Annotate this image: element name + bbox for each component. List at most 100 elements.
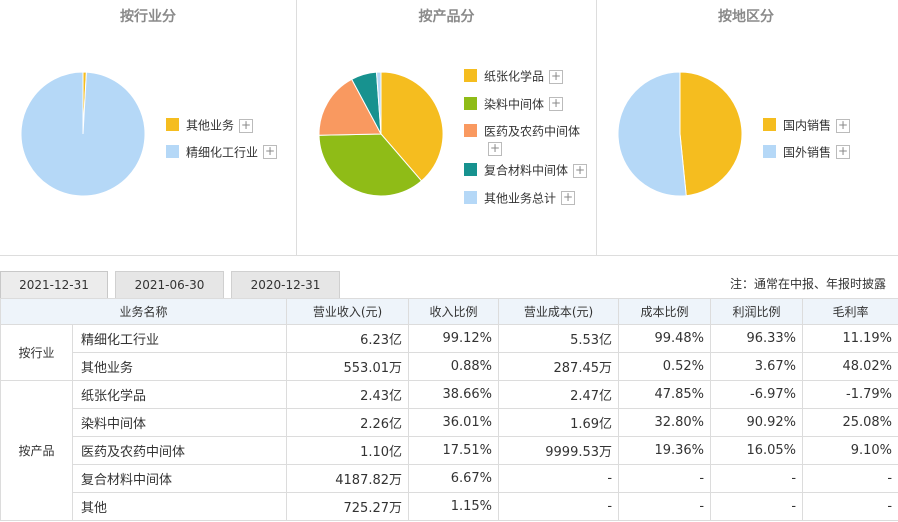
value-cell: - (710, 464, 804, 493)
legend-swatch (166, 144, 179, 158)
value-cell: 6.67% (408, 464, 500, 493)
region-pie-slice-0[interactable] (679, 71, 743, 197)
value-cell: - (710, 492, 804, 521)
value-cell: 725.27万 (286, 492, 410, 521)
header-gross-margin: 毛利率 (802, 298, 898, 325)
table-header-row: 业务名称 营业收入(元) 收入比例 营业成本(元) 成本比例 利润比例 毛利率 (0, 298, 898, 325)
value-cell: 16.05% (710, 436, 804, 465)
legend-swatch (166, 118, 179, 131)
value-cell: - (802, 492, 898, 521)
product-pie-slice-4[interactable] (375, 71, 382, 135)
value-cell: 0.88% (408, 352, 500, 381)
table-row: 医药及农药中间体 1.10亿 17.51% 9999.53万 19.36% 16.05% 9… (1, 436, 898, 465)
tab-2020-12-31[interactable]: 2020-12-31 (231, 271, 340, 298)
header-revenue-ratio: 收入比例 (408, 298, 500, 325)
product-legend-item[interactable]: 其他业务总计 + (464, 190, 587, 207)
value-cell: 2.43亿 (286, 380, 410, 409)
product-pie-chart (318, 71, 444, 197)
region-panel-title: 按地区分 (718, 9, 774, 25)
business-name-cell: 其他业务 (71, 352, 288, 381)
expand-plus-icon[interactable]: + (263, 144, 278, 159)
group-label: 按行业 (0, 324, 73, 381)
legend-label: 其他业务总计 (484, 191, 557, 205)
product-legend-item[interactable]: 纸张化学品 + (464, 68, 587, 85)
value-cell: 4187.82万 (286, 464, 410, 493)
value-cell: 32.80% (618, 408, 712, 437)
table-row: 复合材料中间体 4187.82万 6.67% - - - - (1, 464, 898, 493)
value-cell: 553.01万 (286, 352, 410, 381)
expand-plus-icon[interactable]: + (836, 144, 851, 159)
product-legend: 纸张化学品 + 染料中间体 + 医药及农药中间体 + 复合材料中间体 + 其他业务总计 + (464, 68, 588, 217)
region-pie-slice-1[interactable] (617, 71, 687, 197)
legend-swatch (464, 96, 477, 110)
legend-swatch (464, 69, 477, 82)
table-row: 按行业 精细化工行业 6.23亿 99.12% 5.53亿 99.48% 96.33% 11.… (0, 324, 898, 381)
header-profit-ratio: 利润比例 (710, 298, 804, 325)
value-cell: - (618, 464, 712, 493)
header-cost: 营业成本(元) (498, 298, 620, 325)
product-legend-item[interactable]: 复合材料中间体 + (464, 162, 588, 179)
tab-2021-12-31[interactable]: 2021-12-31 (0, 271, 108, 298)
disclosure-note: 注：通常在中报、年报时披露 (729, 277, 886, 291)
value-cell: 1.10亿 (286, 436, 410, 465)
group-label: 按产品 (0, 380, 73, 521)
legend-label: 国外销售 (783, 145, 832, 159)
value-cell: 48.02% (802, 352, 898, 381)
legend-swatch (464, 124, 477, 137)
industry-legend-item[interactable]: 精细化工行业 + (166, 144, 278, 161)
legend-label: 医药及农药中间体 (484, 124, 581, 139)
table-row: 染料中间体 2.26亿 36.01% 1.69亿 32.80% 90.92% 25.08% (1, 408, 898, 437)
industry-pie-slice-1[interactable] (20, 71, 146, 197)
tab-2021-06-30[interactable]: 2021-06-30 (115, 271, 224, 298)
expand-plus-icon[interactable]: + (488, 141, 502, 156)
legend-label: 染料中间体 (484, 97, 545, 111)
expand-plus-icon[interactable]: + (836, 117, 851, 133)
business-name-cell: 染料中间体 (71, 408, 288, 437)
value-cell: 47.85% (618, 380, 712, 409)
header-cost-ratio: 成本比例 (618, 298, 712, 325)
value-cell: 2.47亿 (498, 380, 620, 409)
product-pie-slice-1[interactable] (318, 133, 423, 197)
legend-label: 精细化工行业 (186, 145, 259, 159)
business-name-cell: 复合材料中间体 (71, 464, 288, 493)
product-legend-item[interactable]: 医药及农药中间体 + (464, 123, 587, 156)
value-cell: 2.26亿 (286, 408, 410, 437)
product-panel-title: 按产品分 (418, 9, 475, 25)
value-cell: 3.67% (710, 352, 804, 381)
expand-plus-icon[interactable]: + (549, 96, 564, 111)
region-pie-chart (617, 71, 743, 197)
value-cell: 99.12% (408, 324, 500, 353)
expand-plus-icon[interactable]: + (239, 117, 254, 133)
product-legend-item[interactable]: 染料中间体 + (464, 96, 587, 113)
region-panel: 按地区分 国内销售 + 国外销售 + (597, 0, 895, 256)
legend-swatch (464, 163, 477, 176)
product-panel: 按产品分 纸张化学品 + 染料中间体 + 医药及农药中间体 + 复合材料中间体 + 其他业务总计… (297, 0, 597, 256)
period-tabs: 2021-12-31 2021-06-30 2020-12-31 注：通常在中报… (0, 271, 898, 298)
table-row: 其他 725.27万 1.15% - - - - (1, 492, 898, 521)
legend-label: 国内销售 (783, 118, 832, 133)
legend-swatch (763, 144, 776, 158)
region-legend: 国内销售 + 国外销售 + (763, 117, 851, 170)
industry-pie-chart (20, 71, 146, 197)
product-pie-slice-2[interactable] (318, 78, 382, 136)
value-cell: 36.01% (408, 408, 500, 437)
header-business-name: 业务名称 (0, 298, 288, 325)
expand-plus-icon[interactable]: + (573, 162, 588, 178)
expand-plus-icon[interactable]: + (549, 68, 564, 84)
value-cell: 9.10% (802, 436, 898, 465)
expand-plus-icon[interactable]: + (561, 190, 576, 205)
product-pie-slice-0[interactable] (380, 71, 444, 182)
value-cell: 90.92% (710, 408, 804, 437)
region-legend-item[interactable]: 国内销售 + (763, 117, 851, 134)
business-name-cell: 精细化工行业 (71, 324, 288, 353)
region-legend-item[interactable]: 国外销售 + (763, 144, 851, 161)
legend-label: 复合材料中间体 (484, 163, 569, 178)
value-cell: 0.52% (618, 352, 712, 381)
legend-label: 其他业务 (186, 118, 235, 133)
table-row: 按产品 纸张化学品 2.43亿 38.66% 2.47亿 47.85% -6.97% -1.7… (0, 380, 898, 521)
value-cell: - (618, 492, 712, 521)
value-cell: -6.97% (710, 380, 804, 409)
header-revenue: 营业收入(元) (286, 298, 410, 325)
value-cell: 96.33% (710, 324, 804, 353)
industry-legend-item[interactable]: 其他业务 + (166, 117, 277, 134)
